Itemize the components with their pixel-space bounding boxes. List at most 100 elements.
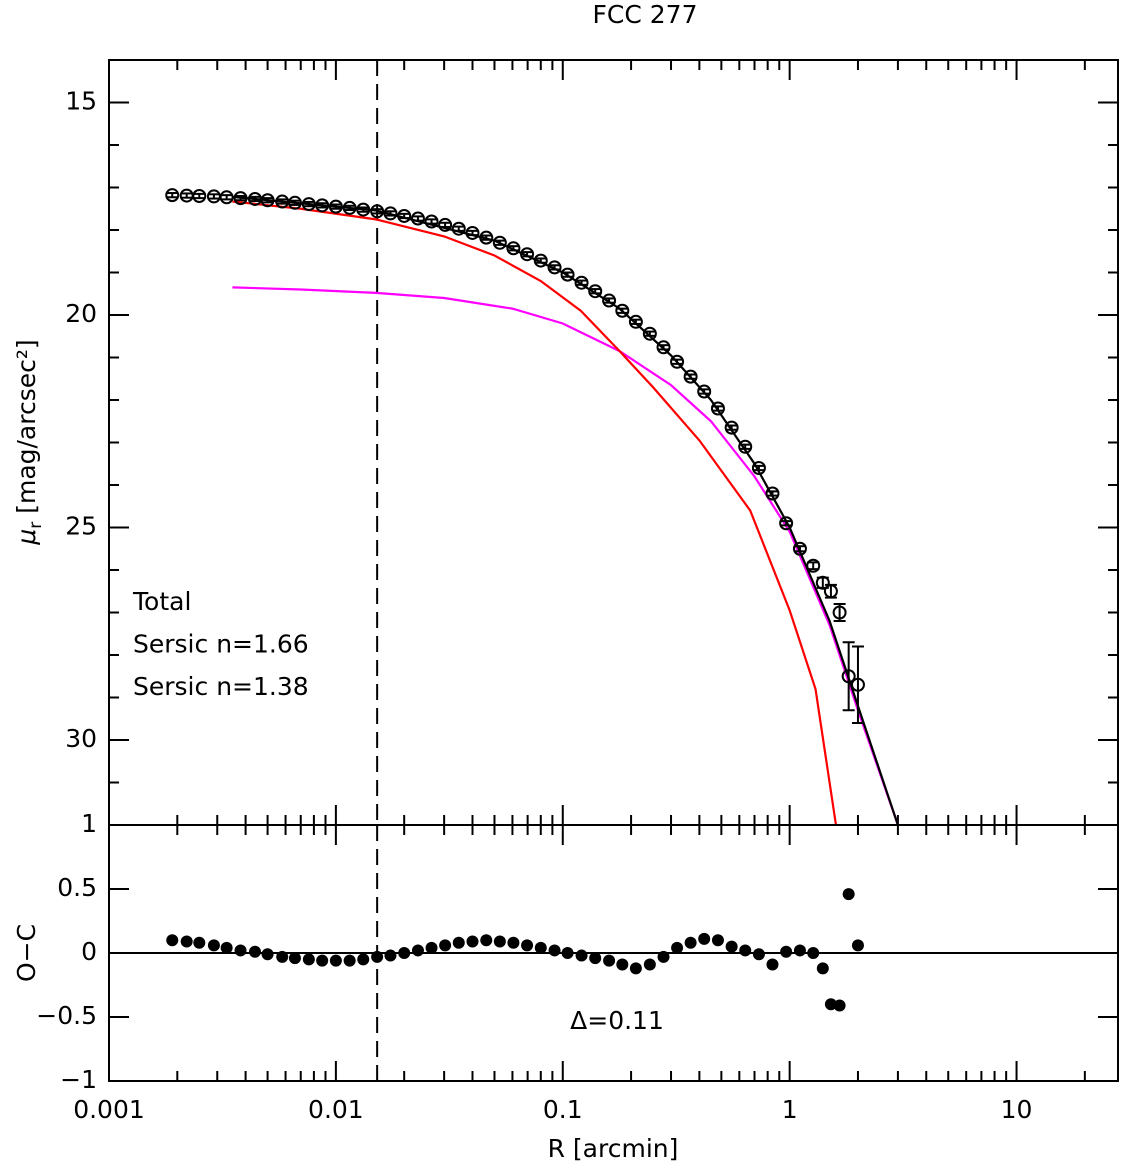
data-point [479, 230, 494, 245]
y-tick-label: 0 [81, 937, 97, 966]
data-point [520, 247, 535, 262]
x-axis-label: R [arcmin] [548, 1134, 679, 1163]
plot-frame [108, 59, 1119, 826]
y-axis-label: μr [mag/arcsec²] [12, 339, 46, 545]
y-tick-label: 30 [65, 724, 97, 753]
residual-point [816, 962, 829, 975]
residual-point [711, 934, 724, 947]
legend-label: Sersic n=1.38 [133, 672, 309, 701]
data-point [383, 206, 398, 221]
data-point [832, 605, 847, 620]
data-point [397, 208, 412, 223]
y-label-symbol: μ [12, 529, 41, 546]
data-point [815, 575, 830, 590]
residual-point [521, 939, 534, 952]
data-point [779, 516, 794, 531]
residual-point [425, 941, 438, 954]
data-point [233, 191, 248, 206]
data-point [792, 541, 807, 556]
residual-point [739, 944, 752, 957]
residual-point [507, 936, 520, 949]
data-point [670, 354, 685, 369]
residual-point [384, 949, 397, 962]
data-point [219, 190, 234, 205]
data-point [683, 369, 698, 384]
residual-point [842, 888, 855, 901]
residual-point [534, 941, 547, 954]
residual-point [261, 948, 274, 961]
residual-point [616, 958, 629, 971]
legend-label: Sersic n=1.66 [133, 630, 309, 659]
residual-point [207, 939, 220, 952]
data-point [260, 193, 275, 208]
residual-point [452, 936, 465, 949]
data-point [533, 253, 548, 268]
data-point [424, 214, 439, 229]
residual-point [193, 936, 206, 949]
residual-point [589, 952, 602, 965]
residual-point [371, 950, 384, 963]
y-label-unit: [mag/arcsec²] [12, 339, 41, 521]
annotation: Δ=0.11 [570, 1006, 664, 1035]
data-point [547, 260, 562, 275]
data-point [642, 326, 657, 341]
y-tick-label: 20 [65, 299, 97, 328]
residual-point [833, 999, 846, 1012]
residual-point [629, 962, 642, 975]
x-tick-label: 1 [782, 1095, 798, 1124]
data-point [287, 195, 302, 210]
residual-point [302, 953, 315, 966]
residual-point [466, 935, 479, 948]
data-point [492, 235, 507, 250]
residual-point [316, 954, 329, 967]
data-point [301, 197, 316, 212]
model-curve [232, 286, 899, 826]
data-point [342, 200, 357, 215]
residual-point [357, 953, 370, 966]
residual-point [411, 944, 424, 957]
residual-point [575, 949, 588, 962]
data-point [315, 198, 330, 213]
residual-point [343, 954, 356, 967]
residual-point [439, 939, 452, 952]
data-point [506, 241, 521, 256]
data-point [751, 461, 766, 475]
residual-point [851, 939, 864, 952]
residual-point [684, 936, 697, 949]
x-tick-label: 0.01 [308, 1095, 364, 1124]
data-point [615, 303, 630, 318]
x-tick-label: 0.001 [73, 1095, 145, 1124]
residual-point [329, 954, 342, 967]
data-point [451, 221, 466, 236]
data-point [628, 314, 643, 329]
data-point [841, 669, 856, 684]
data-point [328, 199, 343, 214]
residual-point [220, 941, 233, 954]
data-point [738, 439, 753, 454]
data-point [823, 584, 838, 599]
residual-point [166, 934, 179, 947]
residual-point [561, 947, 574, 959]
data-point [438, 217, 453, 232]
residual-point [671, 941, 684, 954]
y-tick-label: −0.5 [36, 1001, 97, 1030]
residual-point [657, 950, 670, 963]
data-point [656, 340, 671, 355]
data-point [724, 420, 739, 435]
residual-point [603, 954, 616, 967]
residual-point [493, 935, 506, 948]
data-point [806, 558, 821, 573]
y-tick-label: −1 [60, 1065, 97, 1094]
residual-point [766, 958, 779, 971]
data-point [850, 677, 865, 692]
data-point [465, 225, 480, 240]
data-point [765, 486, 780, 501]
residual-point [180, 935, 193, 948]
data-point [710, 401, 725, 416]
residual-point [752, 948, 765, 961]
data-point [356, 202, 371, 217]
x-tick-label: 10 [1001, 1095, 1033, 1124]
model-curve [232, 200, 838, 826]
data-point [370, 204, 385, 219]
